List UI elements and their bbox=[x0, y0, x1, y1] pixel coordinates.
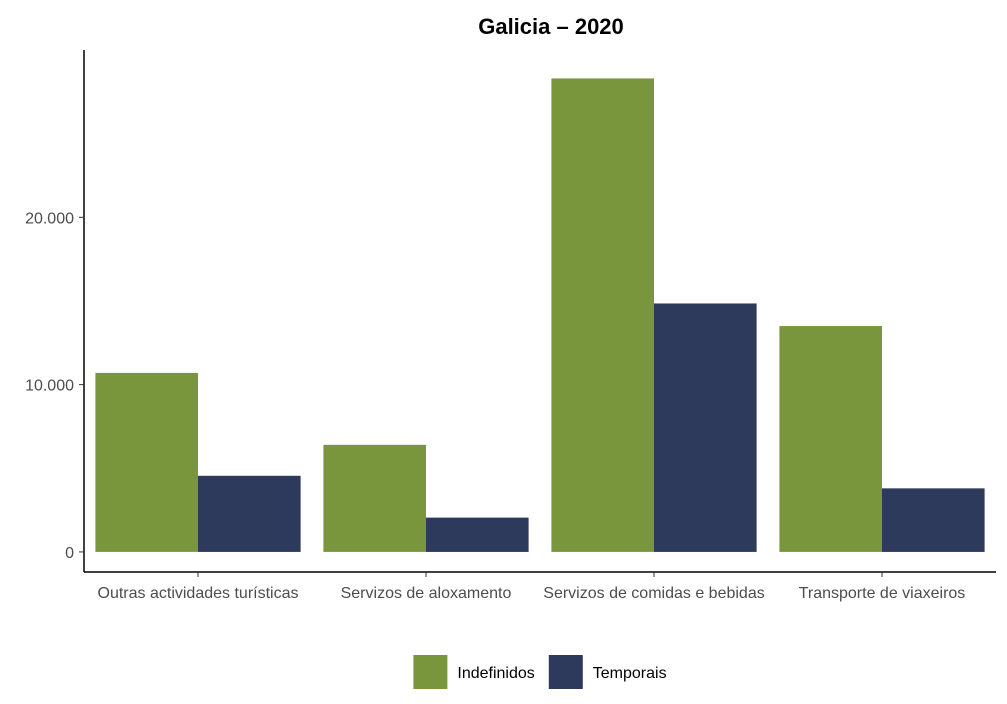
bar-temporais-0 bbox=[198, 475, 301, 552]
chart-title: Galicia – 2020 bbox=[478, 14, 624, 39]
legend-swatch-temporais bbox=[548, 655, 583, 689]
bar-indefinidos-2 bbox=[551, 78, 654, 552]
y-tick-label: 0 bbox=[65, 545, 74, 562]
x-tick-label: Outras actividades turísticas bbox=[98, 585, 299, 602]
x-tick-label: Servizos de aloxamento bbox=[341, 585, 512, 602]
x-tick-label: Servizos de comidas e bebidas bbox=[543, 585, 764, 602]
bar-temporais-2 bbox=[654, 303, 757, 552]
legend-swatch-indefinidos bbox=[413, 655, 448, 689]
bar-indefinidos-1 bbox=[323, 444, 426, 552]
axes: 0 10.000 20.000 Outras actividades turístic… bbox=[25, 50, 996, 602]
x-tick-label: Transporte de viaxeiros bbox=[799, 585, 966, 602]
bar-indefinidos-0 bbox=[95, 372, 198, 552]
bars bbox=[95, 78, 985, 552]
legend-label-indefinidos: Indefinidos bbox=[457, 665, 534, 682]
legend-label-temporais: Temporais bbox=[593, 665, 667, 682]
bar-temporais-1 bbox=[426, 517, 529, 552]
bar-temporais-3 bbox=[882, 488, 985, 552]
y-tick-label: 10.000 bbox=[25, 378, 74, 395]
y-tick-label: 20.000 bbox=[25, 210, 74, 227]
bar-indefinidos-3 bbox=[779, 326, 882, 552]
legend: Indefinidos Temporais bbox=[413, 655, 667, 689]
